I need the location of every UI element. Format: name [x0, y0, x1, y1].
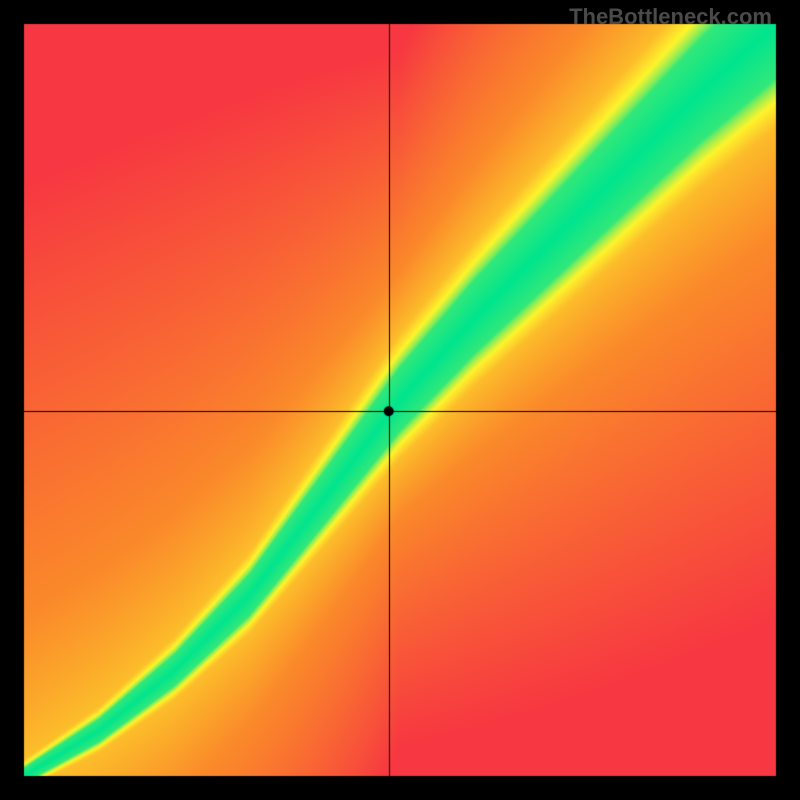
bottleneck-heatmap	[0, 0, 800, 800]
watermark-text: TheBottleneck.com	[569, 4, 772, 30]
chart-container: { "chart": { "type": "heatmap", "size": …	[0, 0, 800, 800]
